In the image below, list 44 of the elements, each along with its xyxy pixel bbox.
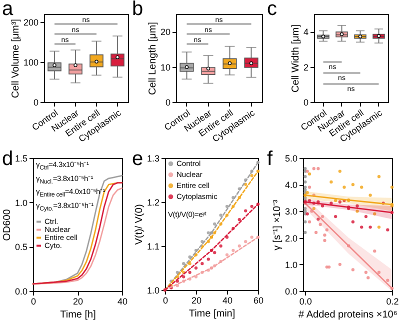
y-axis-title: Cell Length [μm] — [147, 22, 158, 96]
y-tick-label: 1.0 — [284, 260, 298, 270]
y-tick-label: 1.1 — [146, 242, 160, 252]
y-tick-label: 0 — [303, 98, 308, 108]
x-tick-label: 60 — [253, 296, 264, 306]
y-tick-label: 0.0 — [284, 286, 298, 296]
y-tick-label: 20 — [160, 27, 170, 38]
chart-title: a — [2, 0, 14, 20]
y-tick-label: 0.5 — [14, 242, 28, 252]
y-tick-label: 1.0 — [14, 198, 28, 208]
x-tick-label: 40 — [117, 296, 128, 306]
y-tick-label: 100 — [23, 58, 38, 68]
y-tick-label: 4 — [303, 27, 308, 38]
y-axis-title: V(t)/ V(0) — [134, 204, 145, 245]
y-tick-label: 1.3 — [146, 154, 160, 164]
chart-title: d — [2, 148, 14, 170]
y-axis-title: Cell Width [μm] — [290, 24, 302, 92]
y-tick-label: 1.2 — [146, 198, 160, 208]
chart-title: c — [267, 0, 277, 20]
y-tick-label: 3.0 — [284, 206, 298, 217]
x-tick-label: 40 — [222, 296, 233, 306]
y-axis-title: γ [s⁻¹] ×10⁻³ — [272, 198, 283, 250]
chart-title: e — [132, 148, 144, 170]
x-axis-title: Time [min] — [188, 308, 236, 320]
y-tick-label: 10 — [160, 62, 170, 72]
y-axis-title: Cell Volume [μm³] — [10, 18, 22, 98]
y-tick-label: 1.5 — [14, 154, 28, 164]
y-tick-label: 0.0 — [14, 286, 28, 296]
y-tick-label: 2.0 — [284, 233, 298, 244]
y-tick-label: 1.0 — [146, 286, 160, 296]
x-axis-title: Time [h] — [60, 310, 96, 320]
y-tick-label: 5.0 — [284, 154, 298, 164]
y-tick-label: 0 — [33, 98, 38, 108]
x-tick-label: 20 — [72, 296, 84, 306]
y-axis-title: OD600 — [2, 208, 13, 241]
y-tick-label: 200 — [23, 18, 38, 28]
y-tick-label: 4.0 — [284, 180, 298, 190]
y-tick-label: 2 — [303, 62, 308, 72]
chart-title: b — [132, 0, 144, 20]
y-tick-label: 0 — [165, 98, 170, 108]
x-axis-title: # Added proteins ×10⁶ — [298, 310, 398, 320]
x-tick-label: 0.2 — [386, 296, 399, 306]
x-tick-label: 20 — [191, 296, 202, 306]
chart-title: f — [267, 148, 273, 170]
